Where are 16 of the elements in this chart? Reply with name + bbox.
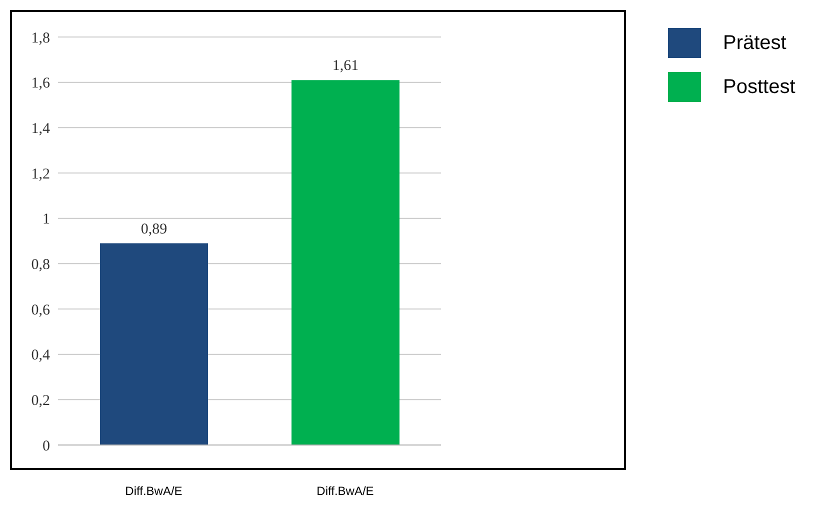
legend-label: Posttest bbox=[723, 76, 796, 98]
y-tick-label: 0,2 bbox=[31, 392, 50, 409]
y-tick-label: 0,4 bbox=[31, 348, 50, 364]
y-tick-label: 1,4 bbox=[31, 120, 50, 137]
y-tick-label: 1 bbox=[42, 212, 50, 228]
y-tick-label: 1,8 bbox=[31, 30, 50, 46]
x-tick-label: Diff.BwA/E bbox=[125, 484, 182, 498]
data-label: 0,89 bbox=[140, 221, 168, 238]
legend-label: Prätest bbox=[723, 32, 786, 54]
x-tick-label: Diff.BwA/E bbox=[316, 484, 374, 498]
y-tick-label: 1,2 bbox=[31, 166, 50, 182]
y-tick-label: 0,8 bbox=[31, 256, 50, 273]
y-tick-label: 0 bbox=[42, 438, 50, 454]
data-label: 1,61 bbox=[332, 58, 359, 74]
y-tick-label: 1,6 bbox=[31, 76, 50, 92]
y-tick-label: 0,6 bbox=[31, 302, 50, 318]
